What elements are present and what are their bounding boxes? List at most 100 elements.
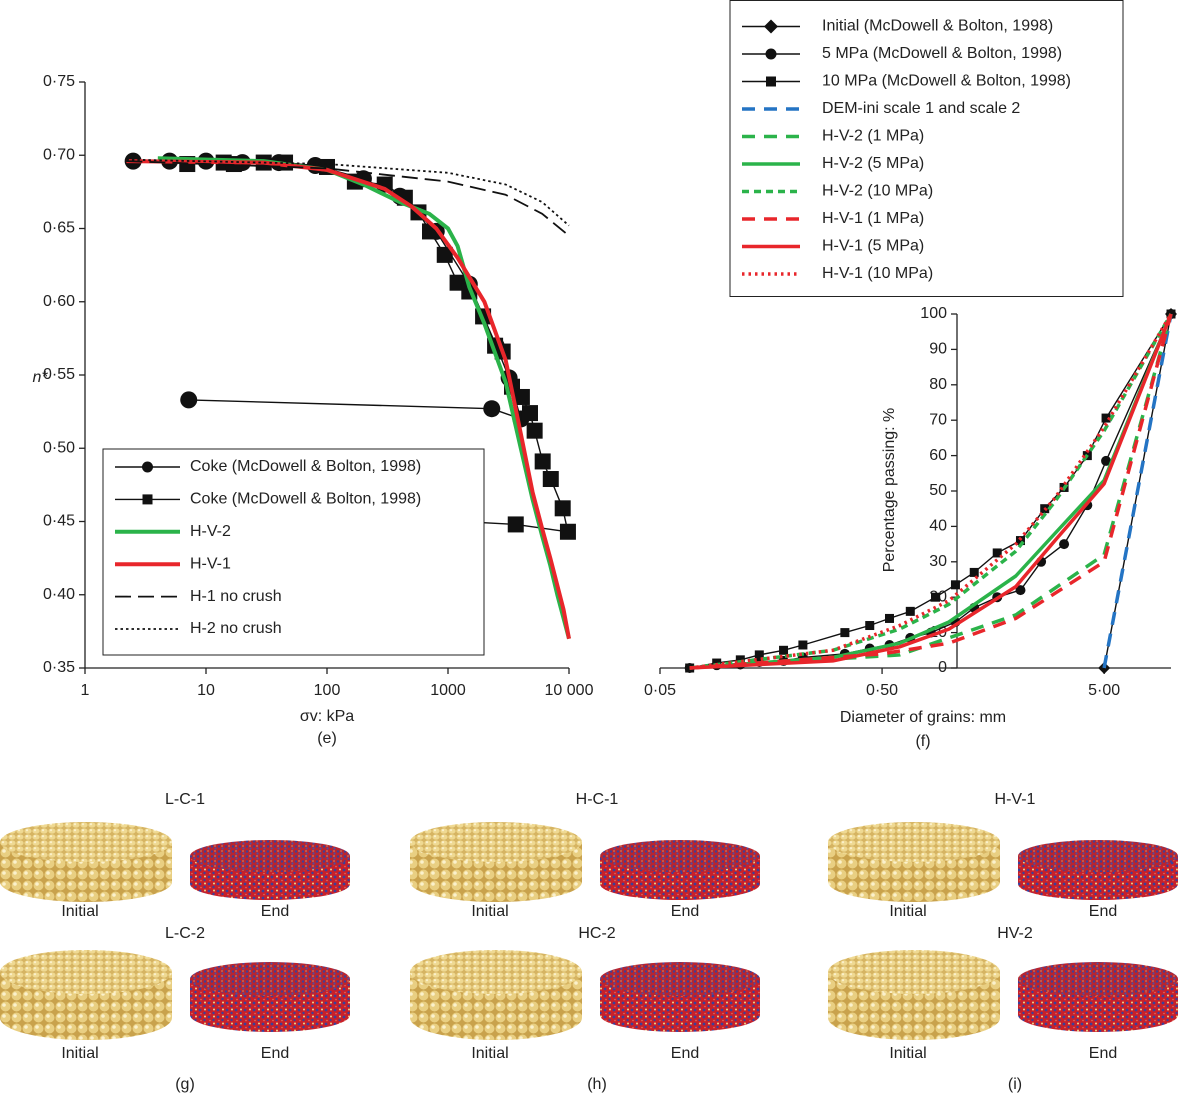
panel-title: HC-2 <box>578 925 615 942</box>
legend-label: H-V-2 <box>190 523 231 540</box>
y-axis-label: n* <box>32 369 48 386</box>
specimen-top <box>190 962 350 996</box>
legend-box <box>102 448 485 656</box>
data-point <box>180 391 198 409</box>
legend-marker <box>765 48 777 60</box>
data-point <box>483 400 501 418</box>
x-axis-label: σv: kPa <box>300 708 354 725</box>
specimen-label: End <box>671 1045 699 1062</box>
specimen-label: End <box>261 903 289 920</box>
caption: (g) <box>175 1076 195 1093</box>
series-line <box>126 160 570 237</box>
y-tick-label: 70 <box>929 411 947 428</box>
specimen <box>190 840 350 900</box>
data-point <box>436 246 453 263</box>
x-tick-label: 0·05 <box>644 682 676 699</box>
panel-title: L-C-2 <box>165 925 205 942</box>
legend-label: Coke (McDowell & Bolton, 1998) <box>190 458 421 475</box>
specimen <box>600 840 760 900</box>
data-point <box>754 650 764 660</box>
y-tick-label: 0·45 <box>43 513 75 530</box>
legend-marker <box>142 494 153 505</box>
data-point <box>513 388 530 405</box>
y-tick-label: 60 <box>929 447 947 464</box>
specimen-top <box>410 822 582 862</box>
specimen <box>1018 962 1178 1032</box>
specimen-label: Initial <box>61 903 98 920</box>
data-point <box>905 606 915 616</box>
panel-title: HV-2 <box>997 925 1033 942</box>
x-tick-label: 10 000 <box>545 682 594 699</box>
y-tick-label: 0·55 <box>43 366 75 383</box>
legend-label: H-V-1 (5 MPa) <box>822 238 924 255</box>
specimen-top <box>190 840 350 872</box>
data-point <box>735 655 745 665</box>
data-point <box>840 628 850 638</box>
caption: (h) <box>587 1076 607 1093</box>
data-point <box>992 548 1002 558</box>
data-point <box>534 453 551 470</box>
data-point <box>1059 539 1070 550</box>
specimen-top <box>410 950 582 994</box>
specimen <box>600 962 760 1032</box>
legend-label: 5 MPa (McDowell & Bolton, 1998) <box>822 45 1062 62</box>
data-point <box>526 422 543 439</box>
specimen <box>1018 840 1178 900</box>
panel-title: L-C-1 <box>165 791 205 808</box>
series-line <box>126 159 571 640</box>
legend-marker <box>766 76 776 87</box>
legend-marker <box>764 19 778 34</box>
y-tick-label: 40 <box>929 518 947 535</box>
specimen <box>828 822 1000 902</box>
specimen-label: Initial <box>471 1045 508 1062</box>
legend-label: H-V-1 <box>190 555 231 572</box>
specimen-label: Initial <box>61 1045 98 1062</box>
y-tick-label: 30 <box>929 553 947 570</box>
legend-label: H-V-1 (1 MPa) <box>822 210 924 227</box>
legend-label: Initial (McDowell & Bolton, 1998) <box>822 18 1053 35</box>
y-tick-label: 0·40 <box>43 586 75 603</box>
specimen <box>828 950 1000 1040</box>
data-point <box>1015 585 1026 596</box>
data-point <box>542 471 559 488</box>
data-point <box>554 500 571 517</box>
y-tick-label: 0·35 <box>43 659 75 676</box>
specimen-label: Initial <box>471 903 508 920</box>
specimen-top <box>1018 962 1178 996</box>
data-point <box>559 523 576 540</box>
data-point <box>521 405 538 422</box>
specimen-label: End <box>1089 903 1117 920</box>
y-axis-label: Percentage passing: % <box>881 408 898 573</box>
y-tick-label: 0·65 <box>43 220 75 237</box>
specimen <box>190 962 350 1032</box>
legend-label: H-V-2 (10 MPa) <box>822 183 933 200</box>
specimen <box>0 822 172 902</box>
data-point <box>1015 536 1025 546</box>
specimen-top <box>828 950 1000 994</box>
x-tick-label: 0·50 <box>866 682 898 699</box>
specimen <box>0 950 172 1040</box>
legend-label: 10 MPa (McDowell & Bolton, 1998) <box>822 73 1071 90</box>
legend-label: H-V-2 (5 MPa) <box>822 155 924 172</box>
specimen-top <box>600 962 760 996</box>
data-point <box>865 621 875 631</box>
series-line <box>689 313 1173 670</box>
data-point <box>779 645 789 655</box>
legend-label: DEM-ini scale 1 and scale 2 <box>822 100 1020 117</box>
legend-label: H-1 no crush <box>190 588 282 605</box>
data-point <box>969 567 979 577</box>
specimen-top <box>600 840 760 872</box>
caption: (i) <box>1008 1076 1022 1093</box>
panel-title: H-C-1 <box>576 791 619 808</box>
specimen-label: Initial <box>889 1045 926 1062</box>
specimen-top <box>0 822 172 862</box>
series-line <box>1102 313 1173 669</box>
y-tick-label: 90 <box>929 341 947 358</box>
series-line <box>689 313 1173 670</box>
specimen-top <box>828 822 1000 862</box>
x-tick-label: 1 <box>81 682 90 699</box>
x-tick-label: 100 <box>314 682 341 699</box>
y-tick-label: 0·70 <box>43 146 75 163</box>
legend-label: Coke (McDowell & Bolton, 1998) <box>190 491 421 508</box>
